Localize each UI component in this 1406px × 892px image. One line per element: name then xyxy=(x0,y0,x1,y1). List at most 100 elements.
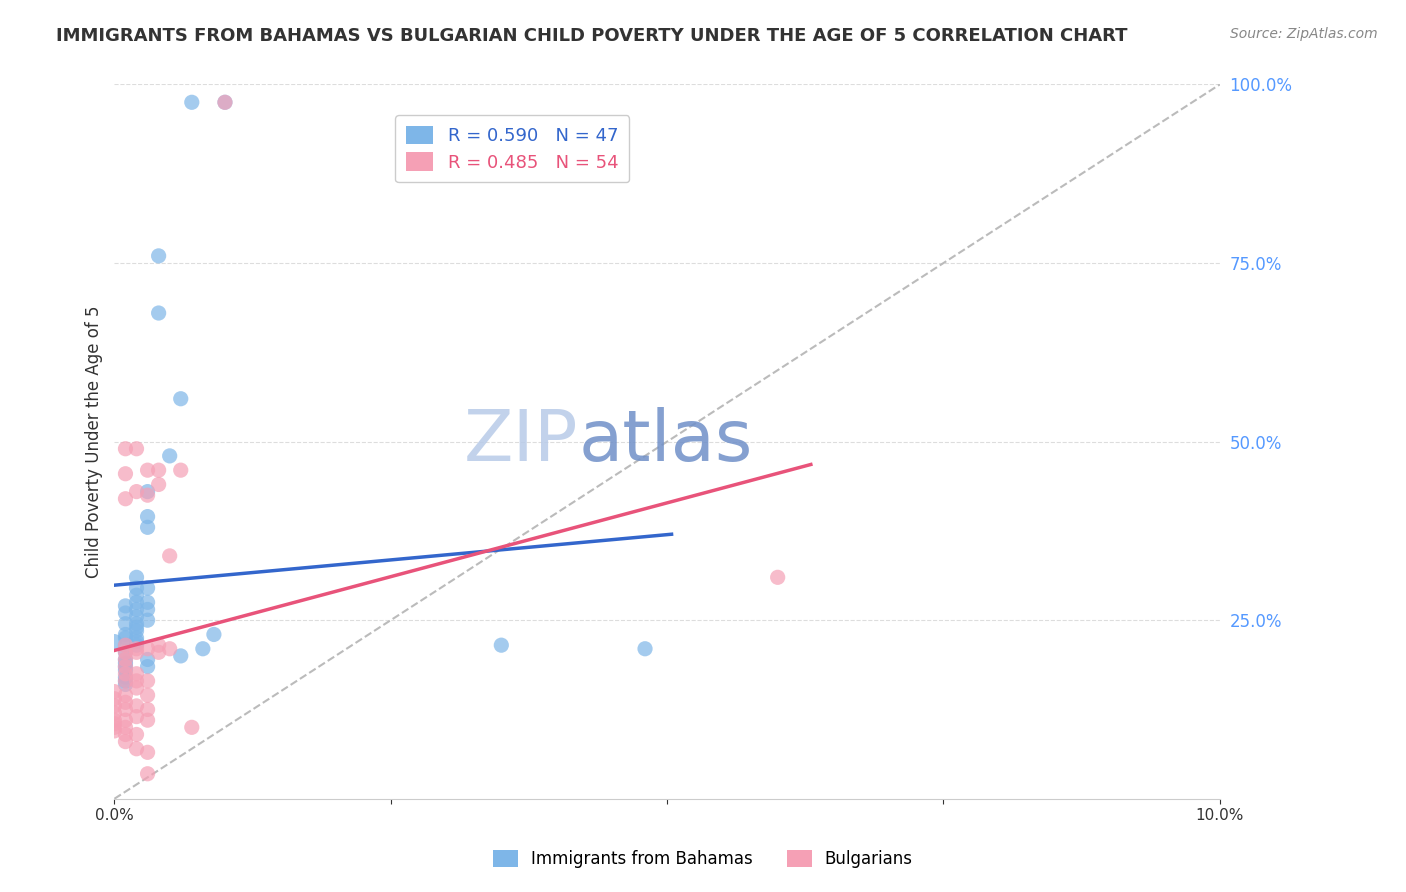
Point xyxy=(136,713,159,727)
Point xyxy=(114,666,136,681)
Point xyxy=(125,581,148,595)
Point xyxy=(114,663,136,677)
Point xyxy=(103,706,125,720)
Point xyxy=(148,306,170,320)
Point xyxy=(136,463,159,477)
Point xyxy=(125,616,148,631)
Point xyxy=(136,702,159,716)
Point xyxy=(125,631,148,645)
Point xyxy=(136,659,159,673)
Point xyxy=(114,631,136,645)
Point xyxy=(136,581,159,595)
Point xyxy=(136,488,159,502)
Point xyxy=(136,613,159,627)
Legend: R = 0.590   N = 47, R = 0.485   N = 54: R = 0.590 N = 47, R = 0.485 N = 54 xyxy=(395,115,630,183)
Point xyxy=(136,688,159,702)
Point xyxy=(159,549,181,563)
Point xyxy=(125,624,148,638)
Text: IMMIGRANTS FROM BAHAMAS VS BULGARIAN CHILD POVERTY UNDER THE AGE OF 5 CORRELATIO: IMMIGRANTS FROM BAHAMAS VS BULGARIAN CHI… xyxy=(56,27,1128,45)
Point xyxy=(136,509,159,524)
Point xyxy=(103,684,125,698)
Point xyxy=(634,641,657,656)
Point xyxy=(136,641,159,656)
Point xyxy=(170,392,193,406)
Point xyxy=(103,723,125,738)
Point xyxy=(125,442,148,456)
Point xyxy=(103,698,125,713)
Point xyxy=(148,477,170,491)
Point xyxy=(125,570,148,584)
Point xyxy=(136,595,159,609)
Point xyxy=(136,673,159,688)
Legend: Immigrants from Bahamas, Bulgarians: Immigrants from Bahamas, Bulgarians xyxy=(486,843,920,875)
Text: ZIP: ZIP xyxy=(464,407,579,476)
Point xyxy=(125,709,148,723)
Point xyxy=(180,95,202,110)
Point xyxy=(148,249,170,263)
Point xyxy=(114,670,136,684)
Point xyxy=(148,463,170,477)
Point xyxy=(114,688,136,702)
Point xyxy=(114,713,136,727)
Point xyxy=(125,727,148,741)
Point xyxy=(159,641,181,656)
Point xyxy=(103,634,125,648)
Point xyxy=(125,602,148,616)
Point xyxy=(114,491,136,506)
Point xyxy=(114,727,136,741)
Point xyxy=(148,638,170,652)
Point xyxy=(114,616,136,631)
Point xyxy=(159,449,181,463)
Point xyxy=(170,463,193,477)
Point xyxy=(114,659,136,673)
Point xyxy=(114,702,136,716)
Point xyxy=(114,638,136,652)
Point xyxy=(136,766,159,780)
Point xyxy=(136,520,159,534)
Point xyxy=(125,609,148,624)
Text: atlas: atlas xyxy=(579,407,754,476)
Point xyxy=(114,656,136,670)
Point xyxy=(170,648,193,663)
Point xyxy=(125,645,148,659)
Y-axis label: Child Poverty Under the Age of 5: Child Poverty Under the Age of 5 xyxy=(86,305,103,578)
Point xyxy=(114,659,136,673)
Point xyxy=(125,595,148,609)
Point xyxy=(214,95,236,110)
Point xyxy=(114,645,136,659)
Point xyxy=(114,606,136,620)
Point xyxy=(114,652,136,666)
Point xyxy=(114,442,136,456)
Point xyxy=(125,641,148,656)
Point xyxy=(114,638,136,652)
Point xyxy=(114,599,136,613)
Point xyxy=(114,627,136,641)
Point xyxy=(136,745,159,759)
Point xyxy=(191,641,214,656)
Point xyxy=(491,638,513,652)
Point xyxy=(136,652,159,666)
Point xyxy=(125,634,148,648)
Point xyxy=(125,620,148,634)
Point xyxy=(114,652,136,666)
Point xyxy=(114,467,136,481)
Point xyxy=(766,570,789,584)
Point xyxy=(125,698,148,713)
Point xyxy=(114,720,136,734)
Point xyxy=(125,673,148,688)
Point xyxy=(125,484,148,499)
Point xyxy=(125,666,148,681)
Point xyxy=(136,484,159,499)
Point xyxy=(114,695,136,709)
Point xyxy=(125,588,148,602)
Point xyxy=(114,677,136,691)
Text: Source: ZipAtlas.com: Source: ZipAtlas.com xyxy=(1230,27,1378,41)
Point xyxy=(114,673,136,688)
Point xyxy=(114,673,136,688)
Point xyxy=(202,627,225,641)
Point xyxy=(103,716,125,731)
Point xyxy=(180,720,202,734)
Point xyxy=(114,645,136,659)
Point xyxy=(103,720,125,734)
Point xyxy=(125,638,148,652)
